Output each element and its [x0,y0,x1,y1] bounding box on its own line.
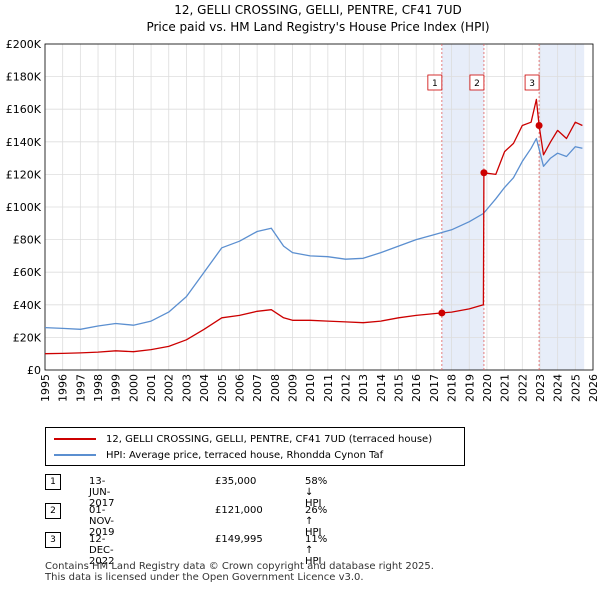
transaction-hpi-diff: 58% ↓ HPI [305,476,328,509]
y-tick-label: £100K [6,201,42,214]
x-tick-label: 2001 [145,374,158,402]
sale-number-label: 2 [474,79,480,89]
y-tick-label: £20K [13,331,42,344]
x-tick-label: 2013 [357,374,370,402]
x-tick-label: 2007 [251,374,264,402]
legend-swatch-red-line [54,438,96,440]
sale-number-box [469,74,485,91]
transaction-hpi-diff: 11% ↑ HPI [305,534,328,567]
x-tick-label: 2024 [552,374,565,402]
transaction-price: £35,000 [215,476,257,487]
y-tick-label: £180K [6,71,42,84]
x-tick-label: 2000 [127,374,140,402]
x-tick-label: 2023 [534,374,547,402]
x-tick-label: 1998 [92,374,105,402]
property-price-line [44,98,583,355]
x-tick-label: 2026 [587,374,600,402]
x-tick-label: 2017 [428,374,441,402]
sale-point [480,169,488,177]
footer-attribution: Contains HM Land Registry data © Crown c… [45,561,434,583]
x-tick-label: 2020 [481,374,494,402]
legend-property-label: 12, GELLI CROSSING, GELLI, PENTRE, CF41 … [106,433,433,445]
y-tick-label: £200K [6,38,42,51]
y-tick-label: £140K [6,136,42,149]
x-tick-label: 2006 [233,374,246,402]
transaction-hpi-diff: 26% ↑ HPI [305,505,328,538]
sale-point [535,122,543,130]
chart-subtitle: Price paid vs. HM Land Registry's House … [146,20,489,34]
y-tick-label: £60K [13,266,42,279]
x-tick-label: 2010 [304,374,317,402]
sale-number-box [524,74,540,91]
y-tick-label: £40K [13,299,42,312]
x-tick-label: 2009 [286,374,299,402]
x-tick-label: 2003 [180,374,193,402]
x-tick-label: 1997 [74,374,87,402]
sale-point [438,309,446,317]
x-tick-label: 2019 [463,374,476,402]
x-tick-label: 2025 [569,374,582,402]
x-tick-label: 2014 [375,374,388,402]
x-tick-label: 2008 [269,374,282,402]
legend: 12, GELLI CROSSING, GELLI, PENTRE, CF41 … [45,427,465,466]
transaction-date: 13-JUN-2017 [89,476,115,509]
x-tick-label: 2011 [322,374,335,402]
transaction-price: £149,995 [215,534,263,545]
footer-licence-line: This data is licensed under the Open Gov… [45,572,364,583]
y-tick-label: £0 [27,364,41,377]
chart-title: 12, GELLI CROSSING, GELLI, PENTRE, CF41 … [174,3,461,17]
y-tick-label: £80K [13,234,42,247]
x-tick-label: 2021 [499,374,512,402]
y-tick-label: £120K [6,168,42,181]
sale-number-label: 1 [432,79,438,89]
transaction-date: 01-NOV-2019 [89,505,115,538]
legend-swatch-blue-line [54,454,96,456]
x-tick-label: 2015 [393,374,406,402]
x-tick-label: 2018 [446,374,459,402]
transaction-number-badge: 3 [45,532,61,548]
x-tick-label: 2016 [410,374,423,402]
y-tick-label: £160K [6,103,42,116]
transaction-number-badge: 1 [45,474,61,490]
sale-number-label: 3 [529,79,535,89]
x-tick-label: 2002 [163,374,176,402]
transaction-number-badge: 2 [45,503,61,519]
x-tick-label: 2004 [198,374,211,402]
plot-area-frame [44,43,594,371]
transaction-date: 12-DEC-2022 [89,534,115,567]
x-tick-label: 2022 [516,374,529,402]
x-tick-label: 2012 [340,374,353,402]
legend-item-property: 12, GELLI CROSSING, GELLI, PENTRE, CF41 … [54,432,432,446]
transaction-price: £121,000 [215,505,263,516]
price-chart: 12, GELLI CROSSING, GELLI, PENTRE, CF41 … [6,3,600,402]
x-tick-label: 1996 [57,374,70,402]
x-tick-label: 1995 [39,374,52,402]
sale-number-box [427,74,443,91]
hpi-line [44,137,583,330]
x-tick-label: 2005 [216,374,229,402]
x-tick-label: 1999 [110,374,123,402]
legend-item-hpi: HPI: Average price, terraced house, Rhon… [54,448,383,462]
footer-copyright-line: Contains HM Land Registry data © Crown c… [45,561,434,572]
legend-hpi-label: HPI: Average price, terraced house, Rhon… [106,449,384,461]
